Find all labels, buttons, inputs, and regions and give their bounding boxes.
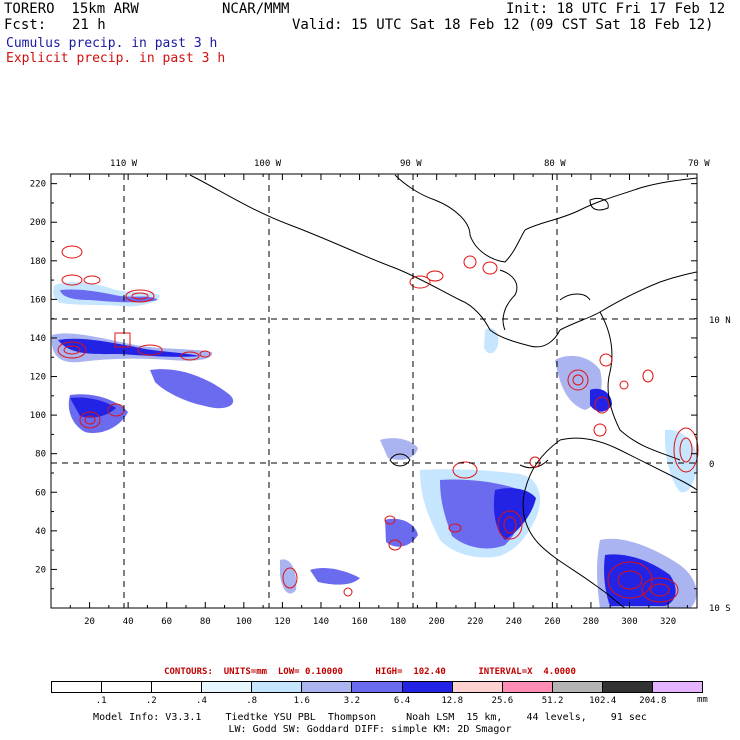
init-time: Init: 18 UTC Fri 17 Feb 12 — [506, 1, 726, 17]
cumulus-precip-shading — [51, 282, 698, 608]
y-tick-label: 200 — [30, 218, 46, 228]
x-tick-label: 20 — [84, 617, 95, 627]
colorbar-level-label: .4 — [196, 696, 207, 706]
lat-lon-graticule — [51, 174, 697, 608]
colorbar-swatch — [152, 682, 203, 692]
x-tick-label: 280 — [583, 617, 599, 627]
lon-label-70w: 70 W — [688, 159, 710, 169]
colorbar-swatch — [402, 682, 453, 692]
lon-label-110w: 110 W — [110, 159, 138, 169]
colorbar-level-label: 1.6 — [293, 696, 310, 706]
colorbar-swatch — [252, 682, 303, 692]
lon-label-100w: 100 W — [254, 159, 282, 169]
model-info-line2: LW: Godd SW: Goddard DIFF: simple KM: 2D… — [228, 724, 512, 735]
x-tick-label: 80 — [200, 617, 211, 627]
colorbar-level-label: .1 — [95, 696, 107, 706]
x-tick-label: 220 — [467, 617, 483, 627]
field-title-cumulus: Cumulus precip. in past 3 h — [6, 36, 218, 51]
x-tick-label: 240 — [506, 617, 522, 627]
lon-label-80w: 80 W — [544, 159, 566, 169]
x-tick-label: 160 — [351, 617, 367, 627]
y-tick-label: 100 — [30, 411, 46, 421]
colorbar-level-label: 25.6 — [491, 696, 514, 706]
x-tick-label: 100 — [236, 617, 252, 627]
x-tick-label: 40 — [123, 617, 134, 627]
colorbar-swatch — [52, 682, 103, 692]
colorbar-swatch — [452, 682, 503, 692]
y-tick-label: 40 — [35, 527, 46, 537]
x-tick-label: 120 — [274, 617, 290, 627]
colorbar-level-label: 51.2 — [541, 696, 564, 706]
colorbar-level-label: 12.8 — [441, 696, 464, 706]
y-tick-label: 120 — [30, 373, 46, 383]
forecast-label: Fcst: — [4, 17, 47, 33]
y-grid-ticks: 20 40 60 80 100 120 140 160 180 200 220 — [30, 180, 697, 590]
lat-label-10s: 10 S — [709, 604, 731, 614]
contours-info: CONTOURS: UNITS=mm LOW= 0.10000 HIGH= 10… — [164, 667, 576, 677]
x-tick-label: 320 — [660, 617, 676, 627]
x-grid-ticks: 20 40 60 80 100 120 140 160 180 200 220 240 260 280 30… — [69, 174, 688, 627]
colorbar-level-label: 6.4 — [393, 696, 411, 706]
x-tick-label: 180 — [390, 617, 406, 627]
explicit-precip-contours — [57, 245, 699, 603]
colorbar-swatch — [352, 682, 403, 692]
colorbar-swatch — [202, 682, 253, 692]
center-name: NCAR/MMM — [222, 1, 290, 17]
x-tick-label: 260 — [544, 617, 560, 627]
colorbar-level-label: 3.2 — [343, 696, 361, 706]
x-tick-label: 300 — [621, 617, 637, 627]
y-tick-label: 180 — [30, 257, 46, 267]
y-tick-label: 20 — [35, 565, 46, 575]
x-tick-label: 140 — [313, 617, 329, 627]
lat-label-0: 0 — [709, 460, 714, 470]
y-tick-label: 160 — [30, 295, 46, 305]
colorbar-swatch — [602, 682, 653, 692]
colorbar-level-label: 102.4 — [589, 696, 617, 706]
colorbar — [51, 681, 703, 693]
colorbar-level-label: 204.8 — [639, 696, 667, 706]
y-tick-label: 140 — [30, 334, 46, 344]
coastlines — [189, 174, 698, 609]
model-info-line1: Model Info: V3.3.1 Tiedtke YSU PBL Thomp… — [93, 712, 647, 723]
y-tick-label: 220 — [30, 180, 46, 190]
x-tick-label: 200 — [429, 617, 445, 627]
field-title-explicit: Explicit precip. in past 3 h — [6, 51, 226, 66]
y-tick-label: 60 — [35, 488, 46, 498]
colorbar-level-label: .2 — [145, 696, 157, 706]
lon-label-90w: 90 W — [400, 159, 422, 169]
valid-time: Valid: 15 UTC Sat 18 Feb 12 (09 CST Sat … — [292, 17, 714, 33]
colorbar-swatch — [652, 682, 703, 692]
colorbar-swatch — [502, 682, 553, 692]
x-tick-label: 60 — [161, 617, 172, 627]
colorbar-units: mm — [697, 695, 708, 705]
colorbar-swatch — [302, 682, 353, 692]
map-frame — [50, 173, 698, 609]
colorbar-swatch — [552, 682, 603, 692]
model-name: TORERO 15km ARW — [4, 1, 139, 17]
colorbar-level-label: .8 — [246, 696, 258, 706]
y-tick-label: 80 — [35, 450, 46, 460]
colorbar-swatch — [102, 682, 153, 692]
forecast-hour: 21 h — [72, 17, 106, 33]
lat-label-10n: 10 N — [709, 316, 731, 326]
